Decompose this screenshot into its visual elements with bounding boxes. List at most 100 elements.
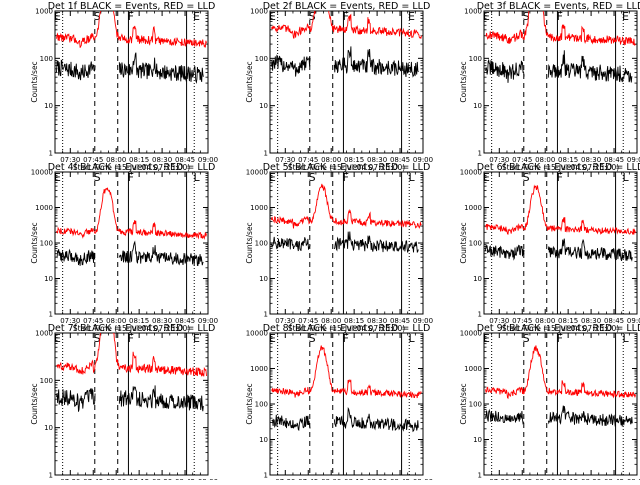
x-axis-label: Start Time (15-Jul-04 07:25:00) (288, 163, 405, 172)
plot-frame (269, 171, 424, 315)
y-tick-label: 10 (473, 275, 482, 283)
series-events-line (547, 238, 633, 262)
event-marker-s: S (94, 171, 101, 184)
plot-frame (483, 332, 638, 476)
y-tick-label: 100 (40, 240, 53, 248)
y-tick-label: 10000 (460, 330, 482, 338)
event-marker-f: F (557, 332, 563, 345)
x-tick-label: 09:00 (413, 156, 433, 164)
event-marker-e: E (193, 332, 200, 345)
y-tick-label: 100 (255, 401, 268, 409)
y-tick-label: 1000 (250, 204, 268, 212)
event-marker-s: S (94, 332, 101, 345)
series-events-line (333, 406, 419, 433)
event-marker-s: S (523, 332, 530, 345)
y-tick-label: 100 (40, 377, 53, 385)
x-tick-label: 08:45 (175, 317, 195, 325)
series-events-line (485, 58, 525, 83)
series-lld-line (271, 183, 422, 229)
event-marker-e: E (54, 332, 61, 345)
y-tick-label: 10 (259, 102, 268, 110)
chart-title: Det 9f BLACK = Events, RED = LLD (477, 323, 640, 334)
y-tick-label: 10 (259, 436, 268, 444)
event-marker-e: E (483, 10, 490, 23)
x-tick-label: 09:00 (198, 317, 218, 325)
x-tick-label: 09:00 (413, 317, 433, 325)
event-marker-e: E (269, 10, 276, 23)
series-group (485, 184, 636, 262)
series-events-line (485, 408, 525, 425)
series-lld-line (56, 187, 207, 240)
series-lld-line (485, 184, 636, 236)
y-tick-label: 10000 (246, 330, 268, 338)
event-marker-l: L (193, 171, 200, 184)
x-tick-label: 07:45 (512, 156, 532, 164)
x-tick-label: 08:15 (129, 156, 149, 164)
y-tick-label: 1 (264, 150, 268, 158)
event-marker-l: L (622, 332, 629, 345)
y-axis-label: Counts/sec (459, 383, 468, 424)
event-marker-e: E (269, 332, 276, 345)
x-tick-label: 09:00 (198, 156, 218, 164)
event-marker-s: S (309, 171, 316, 184)
chart-title: Det 4f BLACK = Events, RED = LLD (48, 162, 216, 173)
series-group (56, 333, 207, 412)
series-events-line (333, 231, 419, 254)
chart-panel-3: Det 3f BLACK = Events, RED = LLD 1 10 100 10… (459, 1, 640, 172)
event-marker-e: E (408, 10, 415, 23)
series-group (271, 11, 422, 78)
event-marker-f: F (343, 10, 349, 23)
plot-frame (483, 10, 638, 154)
y-tick-label: 1 (49, 472, 53, 480)
y-tick-label: 10 (473, 436, 482, 444)
y-tick-label: 10 (473, 102, 482, 110)
x-tick-label: 08:15 (344, 156, 364, 164)
y-tick-label: 100 (40, 55, 53, 63)
y-tick-label: 1000 (464, 8, 482, 16)
y-tick-label: 1000 (35, 204, 53, 212)
event-marker-s: S (94, 10, 101, 23)
event-marker-e: E (622, 10, 629, 23)
chart-panel-9: Det 9f BLACK = Events, RED = LLD 1 10 100 10… (459, 323, 640, 485)
plot-frame (269, 332, 424, 476)
x-tick-label: 08:00 (106, 317, 126, 325)
series-events-line (271, 414, 311, 432)
x-tick-label: 08:00 (321, 156, 341, 164)
x-tick-label: 08:15 (344, 317, 364, 325)
y-tick-label: 100 (255, 240, 268, 248)
event-marker-f: F (128, 332, 134, 345)
event-marker-e: E (483, 332, 490, 345)
series-group (56, 187, 207, 267)
series-events-line (485, 244, 525, 261)
y-axis-label: Counts/sec (245, 383, 254, 424)
event-marker-e: E (193, 10, 200, 23)
y-tick-label: 1000 (464, 204, 482, 212)
event-marker-f: F (128, 10, 134, 23)
event-marker-f: F (343, 171, 349, 184)
series-group (271, 183, 422, 254)
x-tick-label: 08:15 (129, 317, 149, 325)
chart-panel-2: Det 2f BLACK = Events, RED = LLD 1 10 100 10… (245, 1, 433, 172)
y-tick-label: 1 (478, 150, 482, 158)
series-events-line (333, 46, 419, 78)
series-lld-line (485, 345, 636, 400)
x-axis-label: Start Time (15-Jul-04 07:25:00) (73, 163, 190, 172)
series-lld-line (485, 11, 636, 46)
y-tick-label: 100 (469, 240, 482, 248)
series-group (271, 345, 422, 433)
chart-title: Det 3f BLACK = Events, RED = LLD (477, 1, 640, 12)
x-tick-label: 07:45 (298, 156, 318, 164)
x-tick-label: 08:15 (558, 317, 578, 325)
y-axis-label: Counts/sec (245, 222, 254, 263)
y-axis-label: Counts/sec (459, 222, 468, 263)
y-axis-label: Counts/sec (30, 61, 39, 102)
event-marker-s: S (309, 10, 316, 23)
y-tick-label: 1 (49, 311, 53, 319)
x-tick-label: 07:45 (298, 317, 318, 325)
x-tick-label: 07:45 (512, 317, 532, 325)
series-events-line (547, 50, 633, 83)
x-axis-label: Start Time (15-Jul-04 07:25:00) (502, 163, 619, 172)
y-tick-label: 100 (255, 55, 268, 63)
chart-panel-4: Det 4f BLACK = Events, RED = LLD 1 10 100 10… (30, 162, 218, 333)
y-tick-label: 10 (44, 424, 53, 432)
